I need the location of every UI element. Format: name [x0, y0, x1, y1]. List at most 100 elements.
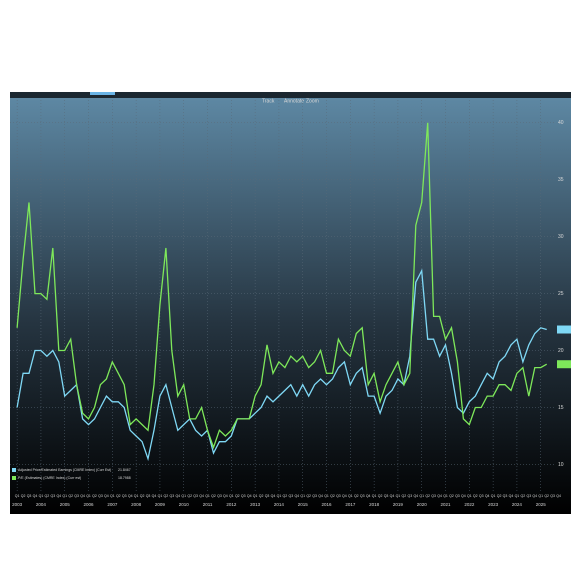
x-tick-label: 2010 — [179, 502, 190, 507]
quarter-label: Q4 — [485, 494, 490, 498]
quarter-label: Q2 — [497, 494, 502, 498]
quarter-label: Q3 — [360, 494, 365, 498]
quarter-label: Q2 — [306, 494, 311, 498]
quarter-label: Q3 — [98, 494, 103, 498]
quarter-label: Q3 — [241, 494, 246, 498]
quarter-label: Q2 — [68, 494, 73, 498]
quarter-label: Q4 — [271, 494, 276, 498]
last-value-tag — [557, 360, 571, 369]
quarter-label: Q2 — [211, 494, 216, 498]
quarter-label: Q1 — [515, 494, 520, 498]
quarter-label: Q3 — [550, 494, 555, 498]
quarter-label: Q2 — [449, 494, 454, 498]
quarter-label: Q4 — [294, 494, 299, 498]
quarter-label: Q3 — [407, 494, 412, 498]
quarter-label: Q3 — [74, 494, 79, 498]
quarter-label: Q1 — [300, 494, 305, 498]
x-tick-label: 2003 — [12, 502, 23, 507]
quarter-label: Q2 — [473, 494, 478, 498]
quarter-label: Q3 — [312, 494, 317, 498]
x-tick-label: 2009 — [155, 502, 166, 507]
x-tick-label: 2017 — [345, 502, 356, 507]
quarter-label: Q1 — [158, 494, 163, 498]
line — [16, 122, 548, 450]
y-tick-label: 15 — [558, 405, 564, 411]
legend-swatch — [12, 476, 16, 480]
quarter-label: Q2 — [235, 494, 240, 498]
quarter-label: Q3 — [431, 494, 436, 498]
quarter-label: Q1 — [86, 494, 91, 498]
quarter-label: Q2 — [164, 494, 169, 498]
quarter-label: Q4 — [56, 494, 61, 498]
quarter-label: Q2 — [45, 494, 50, 498]
quarter-label: Q3 — [336, 494, 341, 498]
quarter-label: Q1 — [348, 494, 353, 498]
quarter-label: Q1 — [372, 494, 377, 498]
quarter-label: Q2 — [378, 494, 383, 498]
quarter-label: Q4 — [223, 494, 228, 498]
y-tick-label: 10 — [558, 462, 564, 468]
line — [16, 268, 547, 462]
x-tick-label: 2015 — [298, 502, 309, 507]
quarter-label: Q3 — [217, 494, 222, 498]
quarter-label: Q1 — [324, 494, 329, 498]
quarter-label: Q1 — [110, 494, 115, 498]
x-tick-label: 2018 — [369, 502, 380, 507]
x-tick-label: 2008 — [131, 502, 142, 507]
toolbar-button[interactable]: Zoom — [306, 98, 319, 104]
quarter-label: Q4 — [366, 494, 371, 498]
quarter-label: Q1 — [467, 494, 472, 498]
x-tick-label: 2022 — [464, 502, 475, 507]
quarter-label: Q2 — [21, 494, 26, 498]
quarter-label: Q1 — [134, 494, 139, 498]
legend-value: 18.7988 — [118, 476, 131, 480]
quarter-label: Q4 — [342, 494, 347, 498]
legend-label: P/E (Estimates) (CMRE Index) (Curr est) — [18, 476, 81, 480]
quarter-label: Q1 — [538, 494, 543, 498]
quarter-label: Q1 — [62, 494, 67, 498]
quarter-label: Q4 — [532, 494, 537, 498]
quarter-label: Q3 — [265, 494, 270, 498]
toolbar-button[interactable]: Annotate — [284, 98, 304, 104]
quarter-label: Q4 — [413, 494, 418, 498]
tab-indicator — [90, 92, 115, 95]
quarter-label: Q4 — [509, 494, 514, 498]
x-tick-label: 2021 — [441, 502, 452, 507]
legend-label: Adjusted Price/Estimated Earnings (CMRE … — [18, 468, 111, 472]
quarter-label: Q2 — [116, 494, 121, 498]
x-tick-label: 2011 — [203, 502, 213, 507]
quarter-label: Q1 — [491, 494, 496, 498]
quarter-label: Q4 — [80, 494, 85, 498]
quarter-label: Q4 — [199, 494, 204, 498]
quarter-label: Q3 — [526, 494, 531, 498]
quarter-label: Q2 — [259, 494, 264, 498]
quarter-label: Q4 — [437, 494, 442, 498]
quarter-label: Q3 — [193, 494, 198, 498]
quarter-label: Q2 — [425, 494, 430, 498]
x-tick-label: 2007 — [107, 502, 118, 507]
quarter-label: Q1 — [205, 494, 210, 498]
toolbar-button[interactable]: Track — [262, 98, 275, 104]
last-value-tag — [557, 325, 571, 334]
x-tick-label: 2006 — [84, 502, 95, 507]
quarter-label: Q3 — [479, 494, 484, 498]
quarter-label: Q2 — [330, 494, 335, 498]
quarter-label: Q3 — [146, 494, 151, 498]
x-tick-label: 2005 — [60, 502, 71, 507]
quarter-label: Q1 — [443, 494, 448, 498]
x-tick-label: 2019 — [393, 502, 404, 507]
quarter-label: Q3 — [51, 494, 56, 498]
quarter-label: Q2 — [283, 494, 288, 498]
quarter-label: Q4 — [33, 494, 38, 498]
quarter-label: Q4 — [175, 494, 180, 498]
x-tick-label: 2004 — [36, 502, 47, 507]
x-tick-label: 2016 — [322, 502, 333, 507]
quarter-label: Q2 — [187, 494, 192, 498]
x-tick-label: 2020 — [417, 502, 428, 507]
quarter-label: Q1 — [277, 494, 282, 498]
quarter-label: Q1 — [15, 494, 20, 498]
y-tick-label: 35 — [558, 177, 564, 183]
quarter-label: Q1 — [396, 494, 401, 498]
quarter-label: Q1 — [229, 494, 234, 498]
